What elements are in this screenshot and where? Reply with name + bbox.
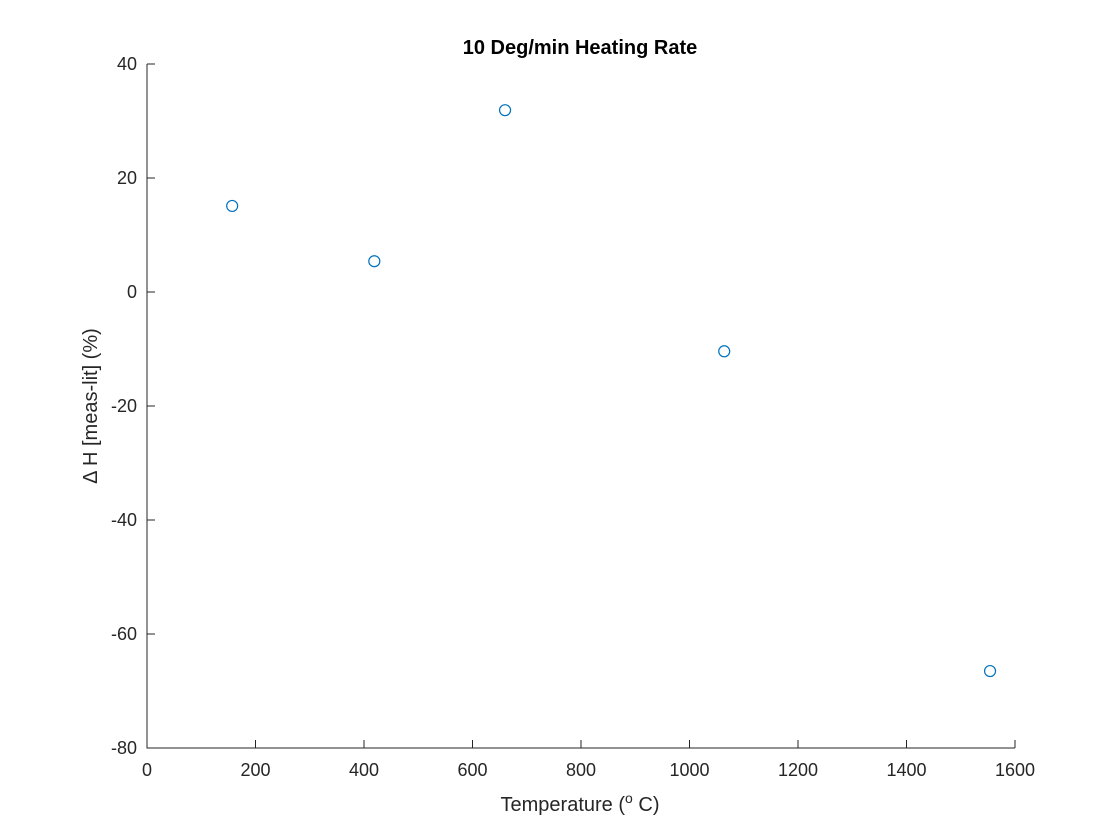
y-tick-label: 0 xyxy=(127,282,137,302)
x-tick-label: 200 xyxy=(240,760,270,780)
x-axis: 0 200 400 600 800 1000 1200 1400 1600 xyxy=(142,740,1035,780)
y-tick-label: -40 xyxy=(111,510,137,530)
chart-title: 10 Deg/min Heating Rate xyxy=(463,37,698,59)
data-series xyxy=(226,104,997,678)
y-tick-label: 20 xyxy=(117,168,137,188)
data-point xyxy=(983,664,997,678)
x-tick-label: 400 xyxy=(349,760,379,780)
y-tick-label: -60 xyxy=(111,624,137,644)
x-tick-label: 1000 xyxy=(669,760,709,780)
x-tick-label: 1400 xyxy=(886,760,926,780)
x-axis-label-suffix: C) xyxy=(633,794,660,816)
x-axis-label: Temperature (o C) xyxy=(501,790,660,816)
x-tick-label: 600 xyxy=(457,760,487,780)
axis-box xyxy=(146,64,1015,749)
data-point xyxy=(226,199,239,213)
y-tick-label: 40 xyxy=(117,54,137,74)
y-tick-label: -80 xyxy=(111,738,137,758)
x-axis-label-superscript: o xyxy=(625,790,633,806)
y-axis-label: Δ H [meas-lit] (%) xyxy=(80,328,102,484)
x-axis-label-prefix: Temperature ( xyxy=(501,794,626,816)
x-tick-label: 1600 xyxy=(995,760,1035,780)
data-point xyxy=(368,255,381,268)
plot-area xyxy=(146,64,1015,749)
y-tick-label: -20 xyxy=(111,396,137,416)
x-tick-label: 0 xyxy=(142,760,152,780)
x-tick-label: 1200 xyxy=(778,760,818,780)
x-tick-label: 800 xyxy=(566,760,596,780)
data-point xyxy=(718,345,731,358)
data-point xyxy=(498,104,512,117)
y-axis: -80 -60 -40 -20 0 20 40 xyxy=(111,54,155,758)
